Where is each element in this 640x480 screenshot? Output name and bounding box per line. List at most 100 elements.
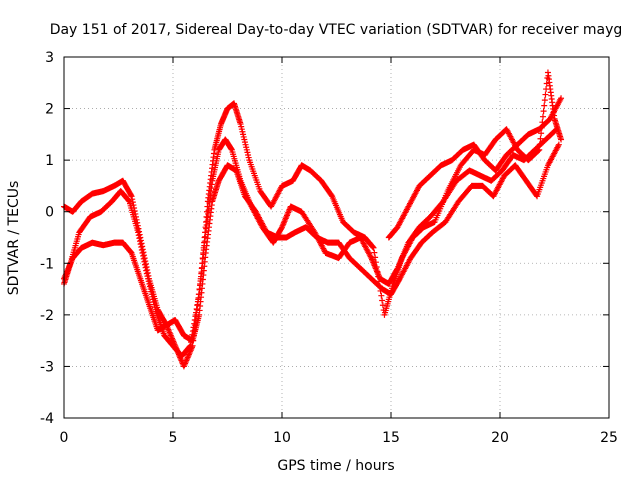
x-axis-label: GPS time / hours: [277, 458, 394, 474]
data-point: [199, 255, 206, 262]
data-point: [375, 273, 382, 280]
data-point: [537, 135, 544, 142]
data-point: [142, 261, 149, 268]
data-point: [130, 202, 137, 209]
y-tick-label: 1: [45, 153, 54, 169]
data-point: [376, 278, 383, 285]
data-point: [134, 222, 141, 229]
data-point: [536, 146, 543, 153]
data-point: [190, 332, 197, 339]
data-point: [143, 263, 150, 270]
data-point: [369, 244, 376, 251]
data-point: [540, 108, 547, 115]
data-point: [374, 268, 381, 275]
data-point: [137, 237, 144, 244]
data-point: [542, 91, 549, 98]
data-point: [195, 291, 202, 298]
data-point: [198, 265, 205, 272]
x-tick-label: 20: [491, 430, 509, 446]
grid: [64, 57, 609, 418]
data-point: [132, 210, 139, 217]
y-tick-label: -2: [40, 308, 54, 324]
data-point: [372, 254, 379, 261]
data-point: [543, 80, 550, 87]
data-point: [539, 113, 546, 120]
data-point: [132, 213, 139, 220]
data-point: [145, 272, 152, 279]
data-point: [127, 192, 134, 199]
data-point: [192, 322, 199, 329]
x-tick-label: 25: [600, 430, 618, 446]
data-point: [201, 239, 208, 246]
series-track-c: [61, 69, 565, 370]
plot-frame: [63, 56, 610, 419]
data-point: [198, 270, 205, 277]
data-point: [541, 102, 548, 109]
data-point: [200, 244, 207, 251]
data-point: [555, 141, 562, 148]
data-point: [371, 249, 378, 256]
data-point: [193, 306, 200, 313]
data-point: [558, 136, 565, 143]
data-point: [199, 260, 206, 267]
data-point: [131, 205, 138, 212]
y-tick-label: 0: [45, 205, 54, 221]
data-point: [195, 296, 202, 303]
data-point: [135, 225, 142, 232]
data-point: [379, 297, 386, 304]
data-point: [192, 317, 199, 324]
series-track-d: [385, 95, 565, 241]
data-point: [379, 302, 386, 309]
data-point: [144, 266, 151, 273]
data-point: [133, 216, 140, 223]
data-point: [203, 219, 210, 226]
data-point: [136, 231, 143, 238]
axis-ticks: 0 5 10 15 20 25 -4 -3 -2 -1 0 1 2 3: [40, 50, 618, 446]
data-point: [139, 246, 146, 253]
data-point: [370, 244, 377, 251]
data-point: [129, 199, 136, 206]
data-point: [141, 252, 148, 259]
data-point: [378, 292, 385, 299]
data-point: [134, 219, 141, 226]
x-tick-label: 5: [169, 430, 178, 446]
data-point: [204, 203, 211, 210]
data-point: [139, 243, 146, 250]
data-point: [373, 263, 380, 270]
data-point: [138, 240, 145, 247]
data-point: [535, 147, 542, 154]
y-tick-label: -1: [40, 256, 54, 272]
data-point: [376, 283, 383, 290]
data-point: [144, 269, 151, 276]
data-point: [201, 234, 208, 241]
data-point: [194, 301, 201, 308]
data-point: [189, 342, 196, 349]
data-point: [193, 311, 200, 318]
data-point: [538, 130, 545, 137]
data-point: [203, 208, 210, 215]
x-tick-label: 15: [382, 430, 400, 446]
data-point: [131, 207, 138, 214]
y-axis-label: SDTVAR / TECUs: [6, 181, 22, 296]
data-point: [558, 95, 565, 102]
data-point: [377, 287, 384, 294]
data-point: [202, 229, 209, 236]
y-tick-label: 3: [45, 50, 54, 66]
data-point: [196, 286, 203, 293]
data-point: [125, 197, 132, 204]
data-point: [541, 97, 548, 104]
data-point: [142, 258, 149, 265]
x-tick-label: 0: [60, 430, 69, 446]
data-point: [128, 193, 135, 200]
data-point: [202, 224, 209, 231]
data-point: [197, 280, 204, 287]
y-tick-label: -3: [40, 359, 54, 375]
data-point: [190, 337, 197, 344]
data-point: [129, 196, 136, 203]
data-point: [203, 213, 210, 220]
data-points: [61, 69, 565, 370]
data-point: [536, 141, 543, 148]
data-point: [197, 275, 204, 282]
data-point: [136, 228, 143, 235]
